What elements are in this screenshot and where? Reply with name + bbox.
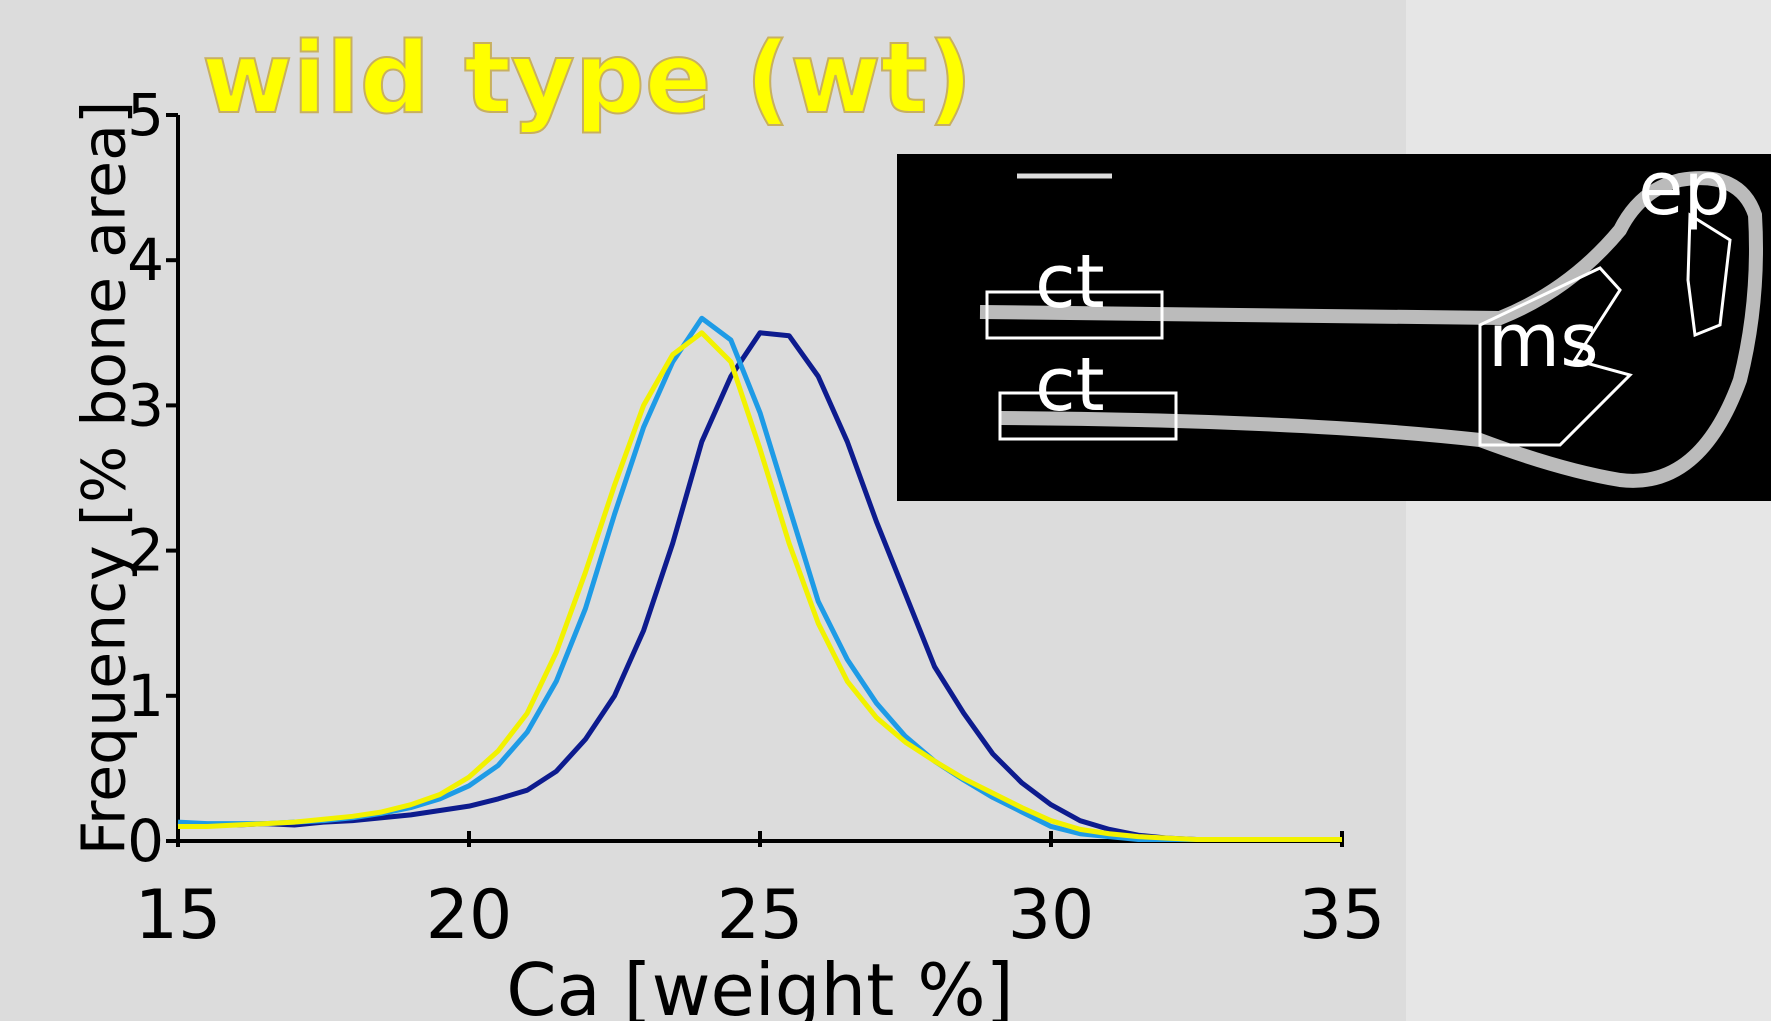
inset-label: ct: [1035, 239, 1105, 325]
x-tick-label: 30: [1008, 876, 1095, 955]
y-tick-label: 1: [127, 662, 164, 730]
chart-title: wild type (wt): [202, 22, 972, 136]
chart: wild type (wt) Frequency [% bone area] C…: [0, 0, 1771, 1021]
x-tick-label: 15: [135, 876, 222, 955]
y-tick-label: 2: [127, 517, 164, 585]
inset-label: ct: [1035, 342, 1105, 428]
y-tick-label: 0: [127, 807, 164, 875]
inset-image: ct ct ms ep: [897, 146, 1771, 501]
x-tick-label: 20: [426, 876, 513, 955]
x-tick-label: 25: [717, 876, 804, 955]
y-tick-label: 5: [127, 81, 164, 149]
x-axis-label: Ca [weight %]: [506, 948, 1014, 1021]
y-tick-label: 4: [127, 226, 164, 294]
inset-label: ep: [1638, 146, 1731, 232]
y-axis-label: Frequency [% bone area]: [70, 101, 140, 856]
inset-label: ms: [1488, 298, 1599, 384]
x-tick-label: 35: [1299, 876, 1386, 955]
y-tick-label: 3: [127, 371, 164, 439]
